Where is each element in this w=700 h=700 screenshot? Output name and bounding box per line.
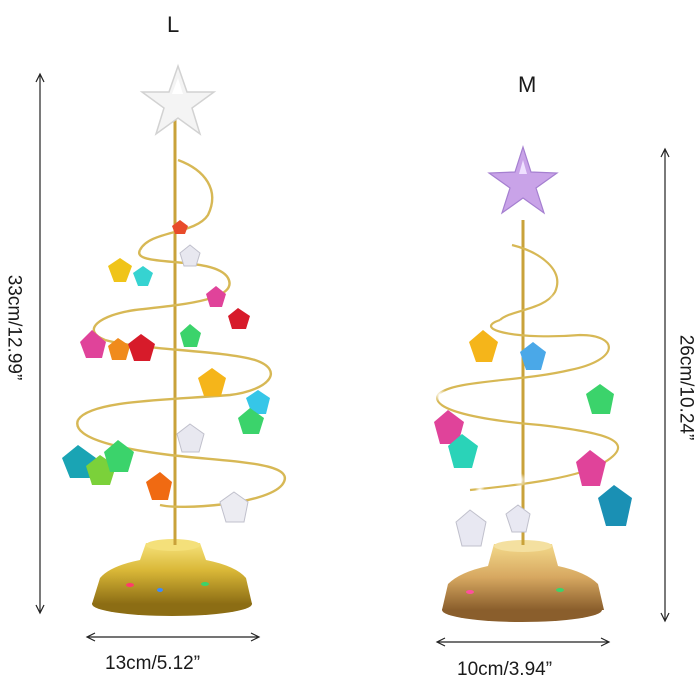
medium-tree-base [442,540,604,622]
large-tree-ornaments [62,220,270,523]
ornament [520,342,546,370]
ornament [238,408,264,434]
ornament [206,286,226,307]
large-width-label: 13cm/5.12” [105,653,201,674]
ornament [146,472,172,500]
ornament [469,330,498,362]
medium-tree-ornaments [434,330,632,547]
medium-height-dimension [660,147,670,623]
medium-tree [433,145,670,647]
ornament [133,266,153,286]
ornament [108,338,130,360]
large-height-dimension [35,72,45,615]
ornament [448,434,478,468]
ornament [455,509,487,547]
medium-width-dimension [435,637,611,647]
ornament [176,423,205,453]
large-star-topper [139,63,217,136]
ornament [505,504,531,533]
ornament [434,410,464,444]
medium-tree-lights [433,294,561,495]
medium-star-topper [487,145,559,215]
large-size-label: L [167,12,180,37]
ornament [128,334,155,361]
ornament [108,258,132,282]
medium-height-label: 26cm/10.24” [675,334,697,441]
ornament [172,220,188,234]
large-tree [35,63,286,642]
medium-size-label: M [518,72,537,97]
ornament [598,485,632,526]
ornament [246,390,270,414]
ornament [180,324,201,347]
ornament [219,491,249,523]
ornament [179,244,201,267]
ornament [80,330,106,358]
ornament [228,308,250,329]
ornament [104,440,134,472]
ornament [198,368,226,396]
large-tree-base [92,539,252,616]
medium-width-label: 10cm/3.94” [457,659,553,680]
medium-tree-spiral [436,243,620,492]
large-height-label: 33cm/12.99” [3,274,25,381]
ornament [586,384,614,414]
large-width-dimension [85,632,261,642]
ornament [576,450,606,486]
